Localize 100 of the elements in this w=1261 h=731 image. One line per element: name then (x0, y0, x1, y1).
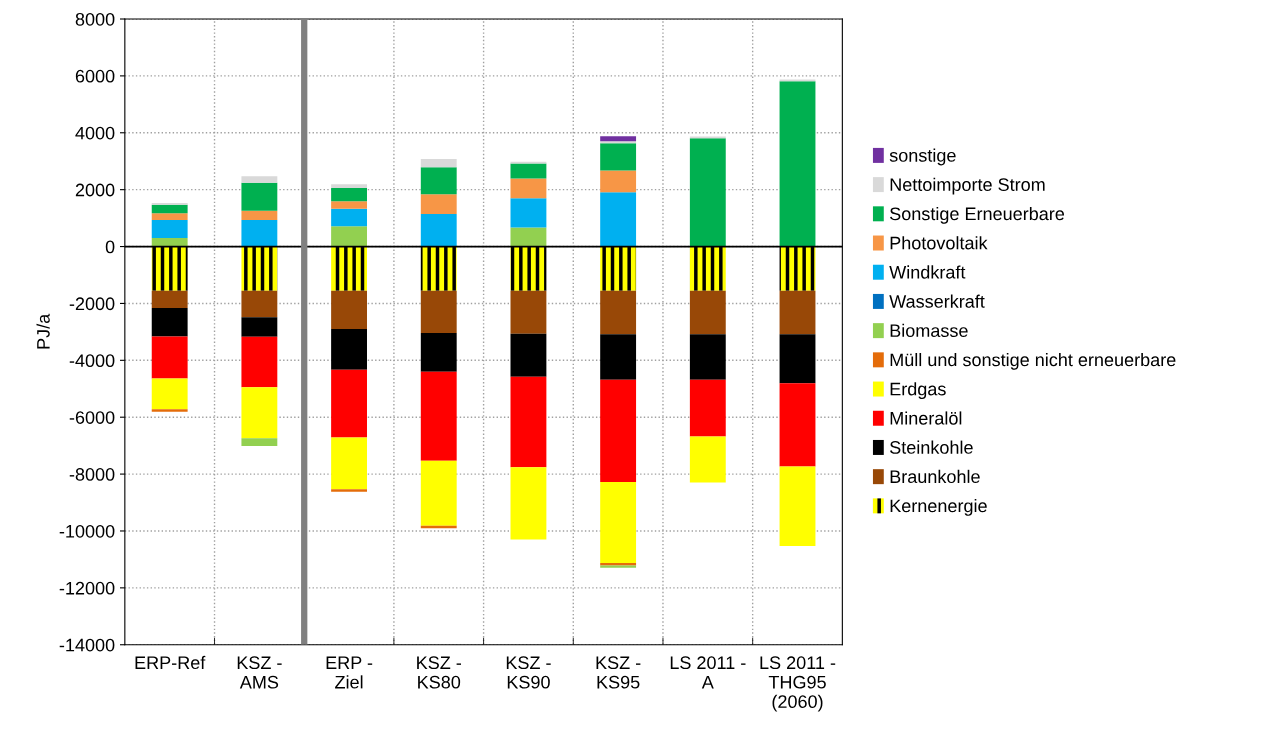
bar (331, 246, 367, 291)
bar (510, 290, 547, 334)
bar (420, 214, 457, 247)
bar (241, 210, 278, 221)
x-tick-label: ERP - Ziel (326, 656, 373, 689)
bar (151, 336, 188, 379)
bar (331, 208, 367, 227)
bar (510, 163, 547, 179)
bar (420, 371, 457, 461)
bar (331, 226, 367, 247)
y-tick-label: -14000 (59, 638, 115, 652)
x-tick-label: KSZ - KS80 (417, 656, 462, 689)
bar (151, 246, 188, 291)
bar (151, 307, 188, 337)
bar (331, 437, 367, 490)
bar (510, 178, 547, 199)
bar (779, 383, 816, 467)
y-tick-label: -8000 (69, 468, 115, 481)
bar (241, 290, 278, 318)
x-tick-label: KSZ - AMS (237, 656, 282, 689)
y-tick-label: 2000 (75, 183, 115, 197)
bar (151, 409, 188, 412)
bar (689, 246, 726, 291)
bar (779, 81, 816, 247)
legend-label: Müll und sonstige nicht erneuerbare (890, 352, 1176, 370)
bar (689, 379, 726, 437)
bar (151, 213, 188, 221)
y-tick-label: -10000 (59, 524, 115, 538)
legend-label: Erdgas (890, 382, 946, 400)
bar (151, 378, 188, 410)
bar (510, 376, 547, 468)
legend-label: Sonstige Erneuerbare (890, 206, 1065, 224)
bar (241, 246, 278, 291)
x-tick-label: LS 2011 - THG95 (2060) (760, 656, 836, 712)
legend-label: Kernenergie (890, 499, 987, 516)
bar (420, 460, 457, 526)
bar (600, 143, 637, 171)
bar (779, 290, 816, 335)
x-tick-label: LS 2011 - A (670, 656, 746, 689)
bar (241, 336, 278, 388)
bar (420, 167, 457, 195)
y-axis-title: PJ/a (36, 313, 50, 349)
bar (689, 138, 726, 247)
bar (241, 317, 278, 337)
bar (420, 333, 457, 372)
bar (510, 198, 547, 228)
y-tick-label: -4000 (69, 354, 115, 368)
bar (779, 466, 816, 547)
bar (600, 246, 637, 291)
legend-label: Mineralöl (890, 411, 962, 425)
bar (331, 329, 367, 370)
y-tick-label: 8000 (75, 12, 115, 26)
bar (151, 204, 188, 214)
bar (331, 201, 367, 209)
x-tick-label: KSZ - KS95 (596, 656, 641, 689)
legend-label: Braunkohle (890, 469, 980, 484)
bar (331, 369, 367, 438)
bar (241, 387, 278, 439)
bar (241, 176, 278, 183)
y-tick-label: 0 (105, 240, 115, 254)
bar (600, 136, 637, 142)
bar (331, 187, 367, 202)
bar (151, 238, 188, 247)
y-tick-label: -6000 (69, 411, 115, 424)
legend-label: Wasserkraft (889, 294, 985, 308)
bar (600, 482, 637, 564)
bar (420, 158, 457, 168)
bar (600, 192, 637, 247)
bar (600, 334, 637, 380)
legend-label: Photovoltaik (890, 236, 988, 250)
bar (331, 290, 367, 330)
legend-label: sonstige (889, 148, 956, 166)
x-tick-label: ERP-Ref (135, 655, 206, 670)
bar (331, 184, 367, 188)
y-tick-label: -12000 (59, 581, 115, 595)
bar (241, 182, 278, 211)
bar (420, 194, 457, 215)
bar (151, 220, 188, 239)
y-tick-label: 6000 (75, 69, 115, 83)
bar (689, 334, 726, 380)
bar (689, 436, 726, 483)
bar (331, 489, 367, 492)
bar (420, 246, 457, 291)
bar (689, 290, 726, 335)
bar (779, 246, 816, 291)
legend-label: Windkraft (889, 265, 966, 279)
bar (241, 438, 278, 446)
bar (510, 467, 547, 540)
legend-label: Nettoimporte Strom (890, 177, 1045, 195)
bar (510, 227, 547, 247)
bar (510, 246, 547, 291)
bar (420, 290, 457, 334)
bar (600, 170, 637, 193)
bar (241, 220, 278, 247)
bar (510, 333, 547, 377)
bar (151, 290, 188, 308)
legend-label: Biomasse (890, 323, 968, 338)
legend-label: Steinkohle (890, 440, 973, 454)
bar (600, 290, 637, 335)
bar (779, 334, 816, 384)
